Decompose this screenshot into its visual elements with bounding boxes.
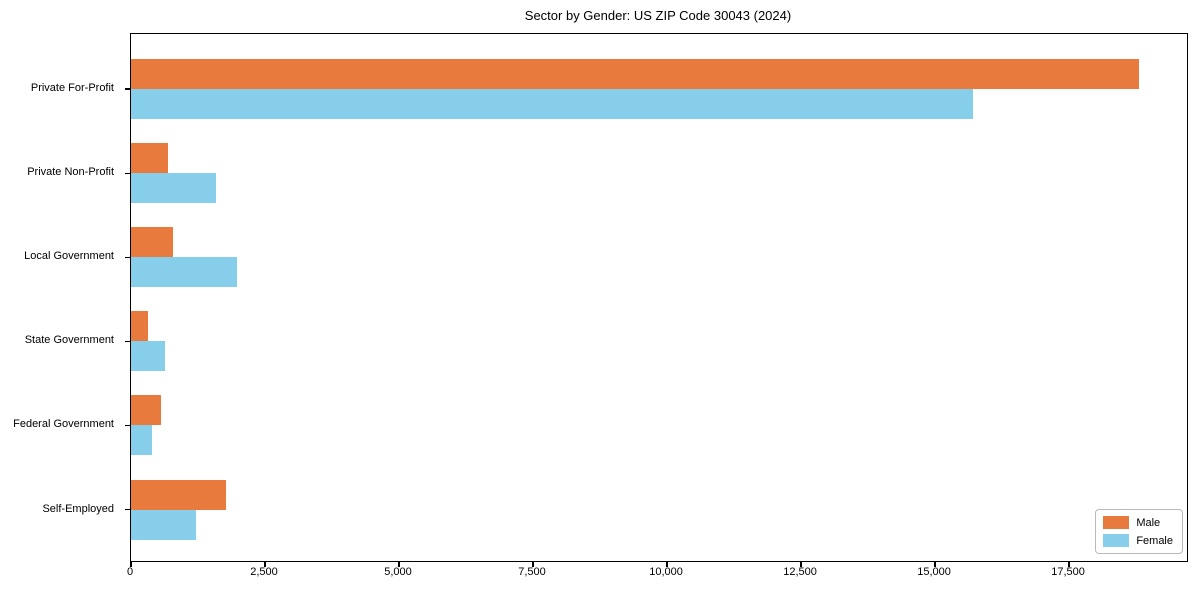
x-tick-mark [532,562,534,567]
y-tick-mark [125,424,130,426]
x-tick-label-15000: 15,000 [917,566,951,578]
x-tick-label-17500: 17,500 [1051,566,1085,578]
y-tick-mark [125,172,130,174]
chart-title: Sector by Gender: US ZIP Code 30043 (202… [524,8,792,23]
y-tick-label-self-employed: Self-Employed [42,502,114,515]
y-axis-labels: Private For-Profit Private Non-Profit Loca… [0,33,124,560]
x-tick-label-0: 0 [126,566,134,578]
x-tick-mark [1068,562,1070,567]
bar-male-private-for-profit [131,59,1139,89]
x-axis-labels: 0 2,500 5,000 7,500 10,000 12,500 15,000 17,500 [126,566,1186,586]
plot-area: Male Female [125,33,1188,567]
x-tick-label-12500: 12,500 [783,566,817,578]
y-tick-label-federal-government: Federal Government [13,418,114,431]
y-tick-mark [125,508,130,511]
bar-female-self-employed [131,509,196,540]
legend-label-male: Male [1136,516,1161,529]
y-tick-mark [125,256,130,258]
x-tick-mark [130,562,132,567]
bar-male-self-employed [131,479,227,510]
y-tick-label-local-government: Local Government [24,250,114,263]
legend-label-female: Female [1136,534,1173,547]
bar-female-private-for-profit [131,89,973,119]
bar-male-local-government [131,227,173,258]
x-tick-label-2500: 2,500 [250,566,278,578]
legend: Male Female [1095,509,1183,554]
bar-male-private-non-profit [131,143,168,174]
y-tick-label-private-for-profit: Private For-Profit [30,82,114,94]
legend-entry-female: Female [1103,534,1173,547]
x-tick-mark [800,562,802,567]
bar-female-state-government [131,341,166,372]
female-swatch [1103,534,1130,547]
bar-male-federal-government [131,395,161,426]
male-swatch [1103,516,1130,529]
bar-male-state-government [131,311,149,342]
y-tick-label-state-government: State Government [24,334,114,347]
x-tick-mark [934,562,936,567]
x-tick-mark [264,562,266,567]
x-tick-mark [398,562,400,567]
x-tick-label-10000: 10,000 [649,566,683,578]
x-tick-mark [666,562,668,567]
y-tick-mark [125,340,130,342]
y-tick-mark [125,88,130,90]
x-tick-label-5000: 5,000 [384,566,412,578]
y-tick-label-private-non-profit: Private Non-Profit [27,166,114,179]
x-tick-label-7500: 7,500 [518,566,546,578]
legend-entry-male: Male [1103,516,1173,529]
bar-female-private-non-profit [131,173,217,204]
bar-female-local-government [131,257,238,288]
bar-female-federal-government [131,425,152,456]
